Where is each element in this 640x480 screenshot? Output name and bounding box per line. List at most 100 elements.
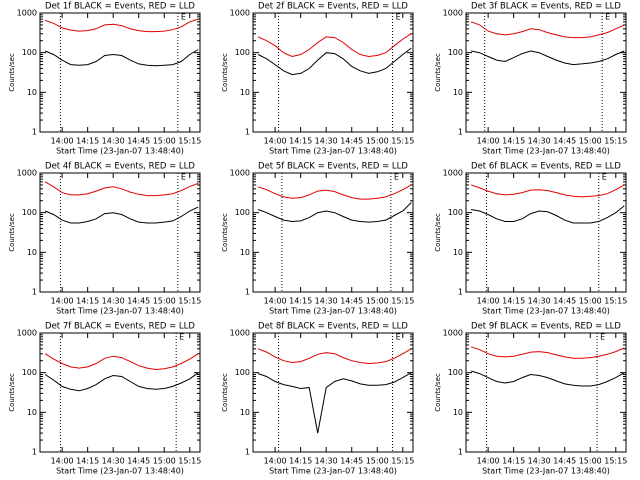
y-axis-label: Counts/sec	[434, 373, 442, 412]
series-line	[44, 353, 199, 371]
x-tick-label: 14:15	[502, 297, 525, 306]
x-axis-label: Start Time (23-Jan-07 13:48:40)	[482, 467, 610, 476]
plot-frame	[465, 172, 627, 293]
x-tick-label: 14:00	[477, 457, 500, 466]
series-line	[257, 33, 412, 58]
y-axis-label: Counts/sec	[221, 213, 229, 252]
plot-frame	[252, 172, 414, 293]
x-tick-label: 15:15	[178, 457, 201, 466]
x-tick-label: 15:00	[366, 137, 389, 146]
chart-title: Det 3f BLACK = Events, RED = LLD	[471, 2, 621, 12]
chart-title: Det 2f BLACK = Events, RED = LLD	[258, 2, 408, 12]
x-tick-label: 15:15	[178, 297, 201, 306]
y-tick-label: 100	[235, 48, 250, 57]
x-axis-label: Start Time (23-Jan-07 13:48:40)	[269, 147, 397, 156]
x-tick-label: 14:45	[553, 457, 576, 466]
marker-label: E	[179, 333, 184, 342]
x-tick-label: 14:30	[315, 457, 338, 466]
x-tick-label: 14:30	[528, 297, 551, 306]
plot-frame	[39, 332, 201, 453]
y-tick-label: 100	[22, 48, 37, 57]
marker-label: E	[396, 13, 401, 22]
x-axis-label: Start Time (23-Jan-07 13:48:40)	[56, 147, 184, 156]
x-tick-label: 14:15	[289, 137, 312, 146]
series-line	[257, 184, 412, 200]
y-axis-label: Counts/sec	[8, 213, 16, 252]
series-line	[471, 50, 625, 66]
y-tick-label: 1000	[17, 9, 37, 18]
y-tick-label: 1	[458, 128, 463, 137]
chart-title: Det 7f BLACK = Events, RED = LLD	[45, 322, 195, 332]
series-line	[44, 49, 199, 67]
x-tick-label: 14:30	[528, 457, 551, 466]
x-tick-label: 14:45	[127, 297, 150, 306]
y-tick-label: 100	[448, 368, 463, 377]
y-tick-label: 1000	[17, 329, 37, 338]
marker-label: E	[181, 13, 186, 22]
marker-label: E	[181, 173, 186, 182]
x-tick-label: 15:00	[153, 297, 176, 306]
y-tick-label: 1	[245, 288, 250, 297]
y-axis-label: Counts/sec	[8, 53, 16, 92]
x-tick-label: 14:45	[340, 297, 363, 306]
y-tick-label: 1000	[443, 9, 463, 18]
y-tick-label: 100	[235, 368, 250, 377]
y-tick-label: 1000	[443, 329, 463, 338]
series-line	[44, 206, 199, 224]
y-tick-label: 1000	[17, 169, 37, 178]
x-tick-label: 15:00	[153, 137, 176, 146]
y-tick-label: 1000	[443, 169, 463, 178]
x-tick-label: 15:15	[391, 457, 414, 466]
x-axis-label: Start Time (23-Jan-07 13:48:40)	[482, 307, 610, 316]
y-tick-label: 10	[240, 408, 250, 417]
y-tick-label: 100	[448, 48, 463, 57]
x-tick-label: 15:00	[579, 457, 602, 466]
series-line	[470, 346, 625, 359]
chart-title: Det 4f BLACK = Events, RED = LLD	[45, 162, 195, 172]
x-tick-label: 15:00	[366, 297, 389, 306]
x-tick-label: 14:45	[340, 137, 363, 146]
y-tick-label: 1000	[230, 9, 250, 18]
x-tick-label: 14:45	[553, 137, 576, 146]
x-tick-label: 14:15	[502, 137, 525, 146]
marker-label: E	[396, 333, 401, 342]
x-tick-label: 14:45	[340, 457, 363, 466]
series-line	[257, 372, 412, 434]
x-tick-label: 14:15	[289, 297, 312, 306]
y-tick-label: 1	[245, 128, 250, 137]
x-tick-label: 15:15	[178, 137, 201, 146]
series-line	[470, 370, 625, 387]
y-axis-label: Counts/sec	[221, 373, 229, 412]
y-axis-label: Counts/sec	[434, 53, 442, 92]
y-tick-label: 100	[235, 208, 250, 217]
series-line	[44, 18, 199, 33]
x-tick-label: 14:45	[127, 137, 150, 146]
x-tick-label: 14:45	[553, 297, 576, 306]
plot-frame	[465, 332, 627, 453]
series-line	[44, 181, 199, 197]
chart-title: Det 5f BLACK = Events, RED = LLD	[258, 162, 408, 172]
y-tick-label: 1000	[230, 329, 250, 338]
y-axis-label: Counts/sec	[8, 373, 16, 412]
x-tick-label: 14:15	[289, 457, 312, 466]
plot-frame	[252, 12, 414, 133]
series-line	[470, 184, 625, 198]
y-axis-label: Counts/sec	[434, 213, 442, 252]
marker-label: E	[600, 333, 605, 342]
x-tick-label: 14:00	[264, 457, 287, 466]
y-axis-label: Counts/sec	[221, 53, 229, 92]
y-tick-label: 100	[22, 368, 37, 377]
y-tick-label: 1	[458, 288, 463, 297]
y-tick-label: 1	[32, 288, 37, 297]
x-axis-label: Start Time (23-Jan-07 13:48:40)	[56, 307, 184, 316]
x-axis-label: Start Time (23-Jan-07 13:48:40)	[482, 147, 610, 156]
marker-label: E	[394, 173, 399, 182]
series-line	[471, 205, 625, 224]
chart-title: Det 9f BLACK = Events, RED = LLD	[471, 322, 621, 332]
x-tick-label: 14:30	[102, 137, 125, 146]
x-tick-label: 15:00	[579, 297, 602, 306]
marker-label: E	[605, 13, 610, 22]
x-tick-label: 15:00	[153, 457, 176, 466]
x-tick-label: 14:00	[51, 137, 74, 146]
